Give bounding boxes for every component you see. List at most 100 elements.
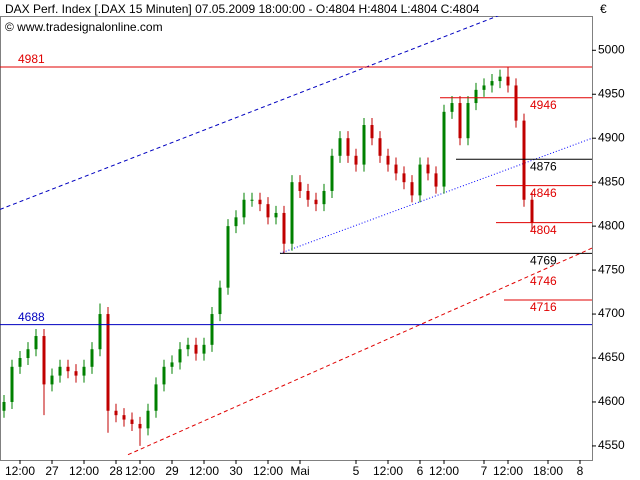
candle-body <box>354 155 358 165</box>
level-label: 4688 <box>18 310 45 324</box>
candle-body <box>514 85 518 121</box>
candle-body <box>314 199 318 205</box>
candle-body <box>322 190 326 205</box>
candle-body <box>378 138 382 156</box>
candle-body <box>490 81 494 86</box>
candle-body <box>10 366 14 402</box>
x-tick-label: Mai <box>290 464 309 478</box>
candle-body <box>130 419 134 424</box>
candle-body <box>42 336 46 385</box>
candle-body <box>274 212 278 218</box>
candle-body <box>266 204 270 218</box>
candle-body <box>362 125 366 165</box>
candle-body <box>18 358 22 367</box>
candle-body <box>370 125 374 139</box>
candle-body <box>114 410 118 416</box>
candle-body <box>186 344 190 350</box>
x-tick-label: 12:00 <box>69 464 99 478</box>
candle-body <box>506 76 510 86</box>
candle-body <box>2 401 6 411</box>
candle-body <box>466 103 470 139</box>
candle-body <box>442 111 446 187</box>
candle-body <box>450 103 454 112</box>
y-tick-label: 4950 <box>598 86 625 100</box>
candle-body <box>146 410 150 429</box>
y-tick-label: 4550 <box>598 438 625 452</box>
candle-body <box>386 155 390 165</box>
candle-body <box>530 199 534 223</box>
candle-body <box>482 85 486 90</box>
candle-body <box>426 164 430 174</box>
candle-body <box>282 212 286 244</box>
x-tick-label: 27 <box>45 464 59 478</box>
candle-body <box>402 173 406 183</box>
copyright: © www.tradesignalonline.com <box>5 20 163 34</box>
candle-body <box>210 314 214 345</box>
candle-body <box>338 138 342 156</box>
x-tick-label: 30 <box>229 464 243 478</box>
x-tick-label: 12:00 <box>5 464 35 478</box>
candle-body <box>226 226 230 288</box>
y-tick-label: 4650 <box>598 350 625 364</box>
candle-body <box>50 375 54 385</box>
x-tick-label: 8 <box>577 464 584 478</box>
candle-body <box>234 217 238 227</box>
candle-body <box>170 362 174 367</box>
candle-body <box>250 199 254 201</box>
candle-body <box>258 199 262 205</box>
x-tick-label: 12:00 <box>253 464 283 478</box>
candle-body <box>138 423 142 429</box>
y-tick-label: 4700 <box>598 306 625 320</box>
candle-body <box>498 76 502 82</box>
x-tick-label: 7 <box>481 464 488 478</box>
candle-body <box>474 89 478 104</box>
candle-body <box>26 349 30 359</box>
x-tick-label: 12:00 <box>125 464 155 478</box>
x-tick-label: 5 <box>353 464 360 478</box>
x-tick-label: 12:00 <box>189 464 219 478</box>
x-tick-label: 6 <box>417 464 424 478</box>
y-tick-label: 4800 <box>598 218 625 232</box>
candle-body <box>418 164 422 196</box>
chart-title: DAX Perf. Index [.DAX 15 Minuten] 07.05.… <box>5 2 480 16</box>
candle-body <box>202 344 206 354</box>
plot-frame <box>0 16 593 461</box>
level-label: 4876 <box>530 159 557 173</box>
level-label: 4804 <box>530 223 557 237</box>
candle-body <box>330 155 334 191</box>
level-label: 4846 <box>530 186 557 200</box>
candle-body <box>122 415 126 420</box>
candle-body <box>522 120 526 200</box>
candle-body <box>434 173 438 187</box>
candle-body <box>218 287 222 315</box>
candle-body <box>242 199 246 218</box>
x-tick-label: 28 <box>109 464 123 478</box>
candle-body <box>74 371 78 376</box>
trend-line <box>0 16 499 210</box>
x-tick-label: 12:00 <box>493 464 523 478</box>
y-tick-label: 4750 <box>598 262 625 276</box>
level-label: 4746 <box>530 274 557 288</box>
candle-body <box>154 384 158 411</box>
candle-body <box>178 349 182 363</box>
y-tick-label: 5000 <box>598 42 625 56</box>
candle-body <box>82 366 86 376</box>
level-label: 4981 <box>18 52 45 66</box>
x-tick-label: 29 <box>165 464 179 478</box>
y-tick-label: 4850 <box>598 174 625 188</box>
candle-body <box>194 344 198 354</box>
candle-body <box>290 182 294 244</box>
level-label: 4946 <box>530 98 557 112</box>
y-tick-label: 4900 <box>598 130 625 144</box>
x-tick-label: 18:00 <box>533 464 563 478</box>
candle-body <box>98 314 102 350</box>
y-tick-label: 4600 <box>598 394 625 408</box>
currency: € <box>600 2 607 16</box>
candle-body <box>162 366 166 385</box>
candle-body <box>90 349 94 367</box>
candle-body <box>298 182 302 191</box>
candle-body <box>410 182 414 196</box>
candle-body <box>394 164 398 174</box>
